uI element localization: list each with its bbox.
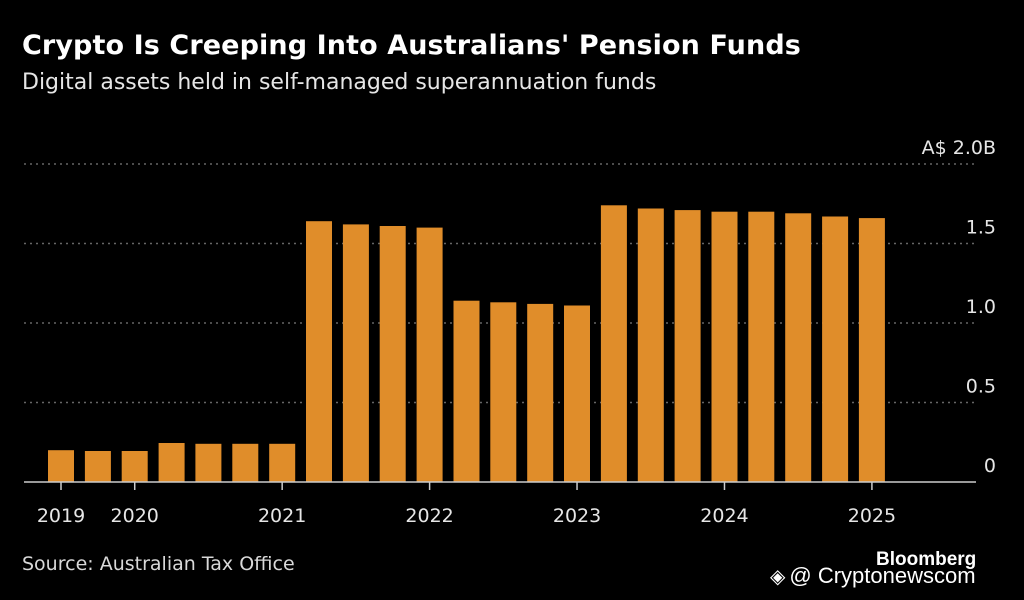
bar [306,221,332,482]
bar [342,224,369,482]
bar [600,205,627,483]
bar [416,227,443,482]
bar [195,443,222,482]
x-tick-label: 2020 [111,505,159,527]
x-tick-label: 2021 [258,505,306,527]
bar [748,211,775,482]
y-tick-label: 1.5 [966,217,996,239]
bar [564,305,590,482]
x-tick-label: 2023 [553,505,601,527]
watermark: ◈ @ Cryptonewscom [770,563,976,589]
source-note: Source: Australian Tax Office [22,553,295,575]
y-tick-label: A$ 2.0B [922,137,996,159]
x-tick-label: 2024 [700,505,748,527]
bar [269,443,296,482]
x-tick-label: 2019 [37,505,85,527]
x-tick-label: 2025 [848,505,896,527]
chart-subtitle: Digital assets held in self-managed supe… [22,70,657,95]
bar [84,451,111,482]
bloomberg-logo: Bloomberg [876,549,977,570]
watermark-text: @ Cryptonewscom [789,563,976,588]
bar [858,218,885,482]
bar [232,443,259,482]
chart-title: Crypto Is Creeping Into Australians' Pen… [22,30,801,61]
bar [158,443,185,482]
bar [822,216,849,482]
bar [121,451,148,482]
bar [527,303,554,482]
x-tick-label: 2022 [405,505,453,527]
y-tick-label: 0.5 [966,376,996,398]
bar [453,300,480,482]
bar [379,226,406,482]
y-tick-label: 1.0 [966,296,996,318]
y-tick-label: 0 [984,455,996,477]
binance-logo-icon: ◈ [770,565,786,588]
bar [490,302,517,482]
bar [48,450,74,482]
bar [785,213,812,483]
bar [674,210,701,482]
bar [637,208,664,482]
bar [711,211,738,482]
